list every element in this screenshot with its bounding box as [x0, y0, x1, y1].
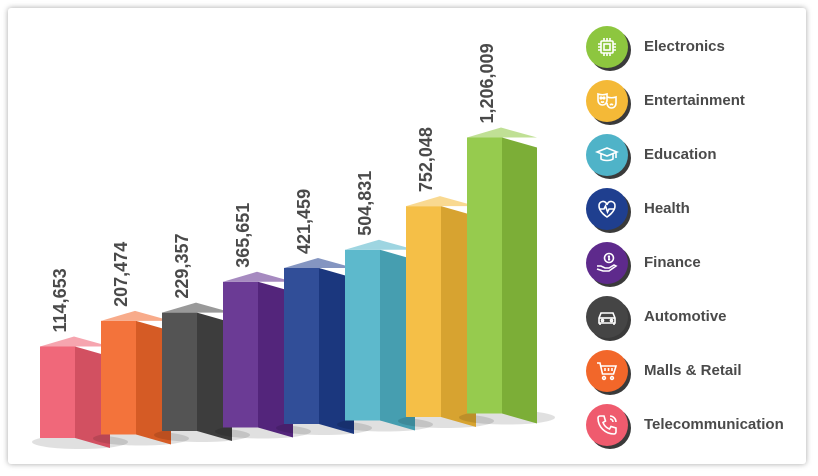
bar-top-malls-retail — [101, 310, 171, 321]
bar-top-telecommunication — [40, 336, 110, 347]
legend-swatch-health — [586, 188, 628, 230]
legend-swatch-education — [586, 134, 628, 176]
bar-chart: 114,653 207,474 229,357 365,651 421,459 504,8… — [32, 43, 555, 449]
bar-front-education — [345, 249, 380, 421]
phone-icon — [597, 415, 617, 435]
legend-label-malls-retail: Malls & Retail — [644, 362, 742, 379]
legend-item-education: Education — [586, 134, 816, 180]
heartbeat-icon — [598, 200, 616, 218]
bar-top-automotive — [162, 302, 232, 313]
bar-top-electronics — [467, 127, 537, 138]
legend-label-finance: Finance — [644, 254, 701, 271]
legend-item-telecommunication: Telecommunication — [586, 404, 816, 450]
bar-front-finance — [223, 281, 258, 428]
legend-item-entertainment: Entertainment — [586, 80, 816, 126]
value-label-telecommunication: 114,653 — [50, 268, 70, 332]
legend-item-malls-retail: Malls & Retail — [586, 350, 816, 396]
legend-swatch-entertainment — [586, 80, 628, 122]
legend-swatch-electronics — [586, 26, 628, 68]
bar-front-automotive — [162, 312, 197, 431]
bar-side-electronics — [502, 137, 537, 424]
legend-label-electronics: Electronics — [644, 38, 725, 55]
legend-label-entertainment: Entertainment — [644, 92, 745, 109]
bar-top-entertainment — [406, 196, 476, 207]
bar-front-entertainment — [406, 206, 441, 417]
value-label-health: 421,459 — [294, 189, 314, 254]
value-label-entertainment: 752,048 — [416, 127, 436, 192]
bar-front-electronics — [467, 137, 502, 414]
bar-top-finance — [223, 271, 293, 282]
graduation-cap-icon — [595, 147, 619, 162]
masks-icon — [597, 92, 617, 109]
bar-front-health — [284, 267, 319, 424]
legend-item-health: Health — [586, 188, 816, 234]
value-label-education: 504,831 — [355, 171, 375, 236]
legend-swatch-telecommunication — [586, 404, 628, 446]
chart-card: 114,653 207,474 229,357 365,651 421,459 504,8… — [8, 8, 806, 464]
car-icon — [598, 312, 616, 325]
legend-swatch-automotive — [586, 296, 628, 338]
bar-front-malls-retail — [101, 320, 136, 435]
legend-swatch-malls-retail — [586, 350, 628, 392]
legend-item-electronics: Electronics — [586, 26, 816, 72]
money-hand-icon — [596, 252, 618, 272]
bar-top-education — [345, 239, 415, 250]
chip-icon — [598, 38, 616, 56]
legend-item-finance: Finance — [586, 242, 816, 288]
legend-swatch-finance — [586, 242, 628, 284]
legend-label-health: Health — [644, 200, 690, 217]
value-label-finance: 365,651 — [233, 203, 253, 268]
bar-front-telecommunication — [40, 346, 75, 438]
legend-label-automotive: Automotive — [644, 308, 727, 325]
legend-label-education: Education — [644, 146, 717, 163]
value-label-malls-retail: 207,474 — [111, 242, 131, 307]
legend-label-telecommunication: Telecommunication — [644, 416, 784, 433]
legend-item-automotive: Automotive — [586, 296, 816, 342]
cart-icon — [597, 362, 618, 381]
value-label-automotive: 229,357 — [172, 234, 192, 299]
value-label-electronics: 1,206,009 — [477, 43, 497, 123]
bar-top-health — [284, 257, 354, 268]
